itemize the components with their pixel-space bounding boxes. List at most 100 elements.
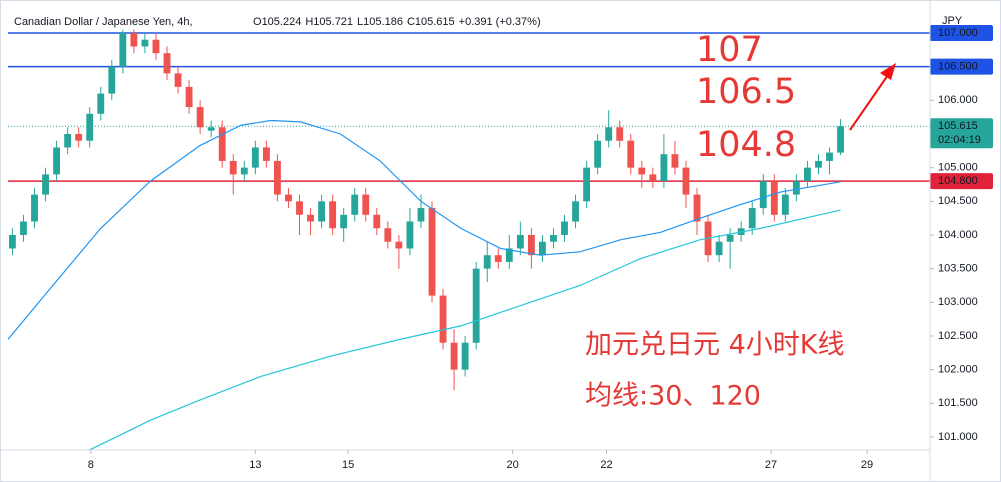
ohlc-value: 105.615 — [415, 16, 455, 28]
candle-body — [373, 214, 381, 229]
y-tick-label: 105.000 — [938, 162, 978, 174]
candle-body — [185, 86, 193, 108]
candle-body — [119, 32, 127, 67]
y-tick-label: 102.500 — [938, 330, 978, 342]
candle-body — [561, 221, 568, 235]
y-tick-label: 104.000 — [938, 229, 978, 241]
currency: JPY — [942, 15, 963, 27]
candle-body — [163, 53, 171, 74]
candle-body — [726, 234, 734, 242]
x-tick-label: 8 — [88, 459, 94, 471]
candle-body — [296, 201, 303, 215]
candle-body — [218, 127, 226, 161]
candle-body — [20, 221, 27, 235]
candle-body — [42, 174, 49, 195]
y-tick-label: 101.500 — [938, 397, 978, 409]
candle-body — [130, 32, 138, 47]
candle-body — [75, 133, 83, 141]
candle-body — [826, 152, 833, 161]
y-tick-label: 101.000 — [938, 431, 978, 443]
candle-body — [539, 241, 546, 256]
candle-body — [815, 160, 822, 168]
candle-body — [53, 147, 61, 175]
candle-body — [450, 342, 458, 370]
candle-body — [759, 181, 767, 209]
candle-body — [174, 73, 182, 87]
candle-body — [428, 208, 436, 296]
x-tick-label: 13 — [249, 459, 261, 471]
ohlc-value: 105.224 — [262, 16, 302, 28]
candle-body — [616, 127, 624, 141]
x-tick-label: 20 — [506, 459, 518, 471]
last-price-label: 105.615 — [938, 120, 978, 132]
moving-average — [8, 119, 841, 340]
level-label: 104.800 — [938, 175, 978, 187]
candle-body — [340, 214, 348, 229]
candle-body — [351, 194, 359, 215]
candle-body — [494, 255, 502, 262]
candle-body — [804, 167, 811, 182]
y-tick-label: 104.500 — [938, 195, 978, 207]
candle-body — [240, 167, 248, 175]
candle-body — [770, 181, 778, 215]
candle-body — [627, 140, 635, 168]
candle-body — [715, 241, 723, 256]
candle-body — [572, 201, 579, 222]
candle-body — [693, 194, 701, 222]
candle-body — [550, 234, 557, 242]
candle-body — [792, 181, 800, 195]
x-tick-label: 29 — [861, 459, 873, 471]
candle-body — [417, 208, 425, 222]
x-tick-label: 22 — [600, 459, 612, 471]
candle-body — [152, 39, 160, 54]
candle-body — [108, 66, 116, 94]
candle-body — [682, 167, 690, 195]
annotation: 106.5 — [696, 72, 796, 112]
candle-body — [638, 167, 646, 175]
annotation: 均线:30、120 — [585, 381, 761, 412]
candle-body — [207, 127, 215, 131]
candle-body — [406, 221, 414, 249]
x-tick-label: 15 — [342, 459, 354, 471]
arrow — [849, 74, 889, 131]
candle-body — [837, 126, 844, 153]
candle-body — [483, 255, 491, 269]
candle-body — [196, 107, 204, 128]
candle-body — [605, 127, 613, 141]
level-tag — [930, 24, 993, 41]
ohlc-key: O — [253, 16, 262, 28]
candle-body — [527, 234, 535, 256]
candle-body — [141, 39, 149, 47]
countdown: 02:04:19 — [938, 134, 981, 146]
chart-title: Canadian Dollar / Japanese Yen, 4h, — [14, 16, 193, 28]
y-tick-label: 102.000 — [938, 364, 978, 376]
change: +0.391 (+0.37%) — [459, 16, 541, 28]
candle-body — [362, 194, 370, 215]
candle-body — [671, 154, 679, 168]
candle-body — [329, 201, 337, 229]
level-tag — [930, 173, 993, 190]
level-tag — [930, 58, 993, 75]
candle-body — [307, 214, 314, 222]
level-label: 106.500 — [938, 61, 978, 73]
candle-body — [516, 234, 524, 249]
candle-body — [384, 228, 392, 242]
last-price-tag — [930, 118, 993, 149]
candle-body — [505, 248, 513, 262]
y-tick-label: 103.500 — [938, 263, 978, 275]
ohlc-value: 105.721 — [313, 16, 353, 28]
arrow-head — [880, 63, 896, 80]
candle-body — [649, 174, 657, 182]
candle-body — [461, 342, 469, 370]
candle-body — [781, 194, 789, 215]
candle-body — [262, 147, 270, 161]
candle-body — [318, 201, 326, 222]
ohlc-key: H — [305, 16, 313, 28]
ohlc-key: C — [407, 16, 415, 28]
candle-body — [395, 241, 403, 249]
y-tick-label: 106.000 — [938, 94, 978, 106]
candle-body — [748, 208, 756, 229]
x-tick-label: 27 — [765, 459, 777, 471]
candle-body — [97, 93, 105, 114]
